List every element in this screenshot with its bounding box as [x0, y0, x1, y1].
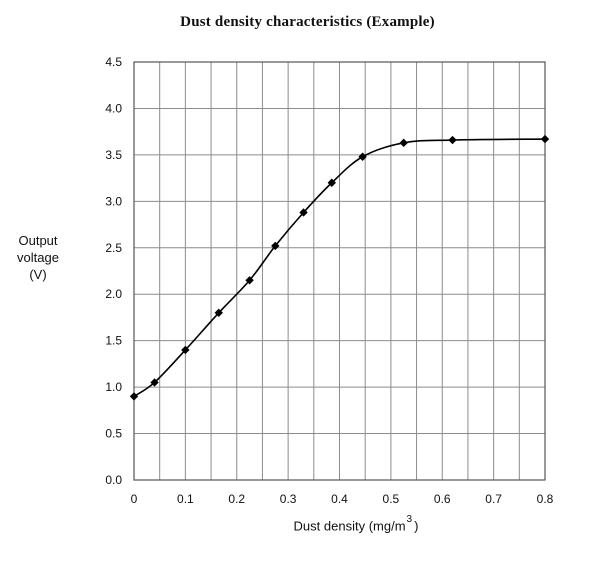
y-tick-label: 1.0 [105, 380, 122, 394]
x-tick-label: 0.6 [434, 492, 451, 506]
x-axis-label-suffix: ) [414, 518, 419, 534]
data-point [448, 135, 457, 145]
plot-frame [133, 61, 546, 481]
y-tick-label: 0.5 [105, 427, 122, 441]
data-point [129, 392, 139, 401]
x-axis-label-superscript: 3 [406, 514, 413, 525]
y-axis-label-line-3: (V) [29, 267, 47, 282]
y-tick-label: 0.0 [105, 473, 122, 487]
x-tick-label: 0.8 [537, 492, 554, 506]
data-point [271, 241, 280, 251]
x-tick-label: 0.5 [383, 492, 400, 506]
data-point [540, 134, 550, 144]
x-axis-label-text: Dust density (mg/m [293, 518, 406, 534]
x-tick-label: 0.1 [177, 492, 194, 506]
x-tick-label: 0.3 [280, 492, 297, 506]
y-axis-label-line-1: Output [18, 233, 58, 248]
data-point [181, 345, 190, 355]
data-point [214, 308, 223, 317]
data-point [299, 208, 308, 217]
y-tick-label: 2.0 [105, 287, 122, 301]
data-point [399, 138, 408, 148]
y-axis-label: Output voltage (V) [6, 232, 70, 283]
y-tick-label: 4.5 [105, 55, 122, 69]
y-tick-label: 4.0 [105, 101, 122, 115]
y-tick-label: 1.5 [105, 334, 122, 348]
y-tick-label: 2.5 [105, 241, 122, 255]
chart-title: Dust density characteristics (Example) [180, 14, 435, 30]
data-point [327, 178, 336, 187]
x-tick-label: 0 [131, 492, 138, 506]
x-axis-label: Dust density (mg/m3) [226, 514, 486, 534]
y-tick-label: 3.5 [105, 148, 122, 162]
x-tick-label: 0.7 [485, 492, 502, 506]
y-axis-label-line-2: voltage [17, 250, 59, 265]
data-point [150, 378, 159, 387]
data-point [245, 276, 254, 285]
x-tick-label: 0.2 [228, 492, 245, 506]
x-tick-label: 0.4 [331, 492, 348, 506]
y-tick-label: 3.0 [105, 194, 122, 208]
data-point [358, 152, 367, 161]
